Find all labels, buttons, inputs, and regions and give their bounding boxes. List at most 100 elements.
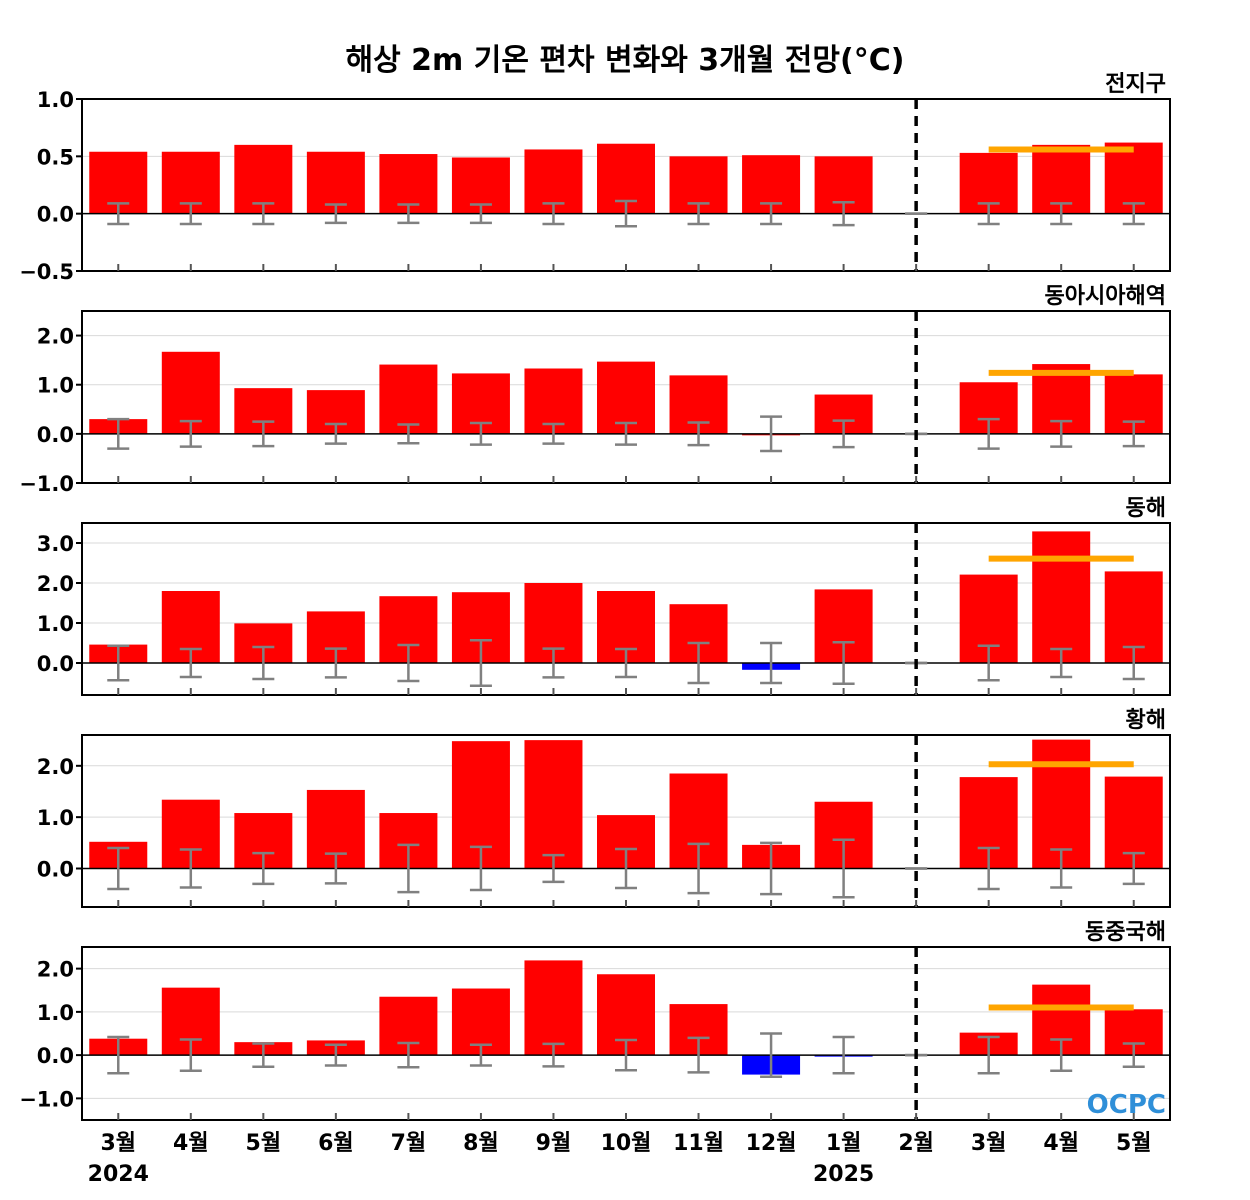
error-bar-3 [252, 1042, 275, 1069]
error-bar-3 [252, 851, 275, 886]
chart-title: 해상 2m 기온 편차 변화와 3개월 전망(°C) [346, 43, 905, 78]
month-label: 1월 [826, 1131, 862, 1156]
error-bar-15 [1122, 1042, 1145, 1069]
error-bar-8 [615, 647, 637, 679]
month-label: 2월 [898, 1131, 934, 1156]
error-bar-2 [179, 848, 202, 889]
error-bar-9 [687, 641, 710, 685]
error-bar-4 [324, 203, 347, 225]
error-bar-1 [107, 202, 130, 226]
error-bar-4 [324, 422, 347, 445]
y-tick-label: 3.0 [37, 532, 74, 556]
panel-label: 동아시아해역 [1045, 284, 1166, 309]
x-axis-labels: 3월 4월 5월 6월 7월 8월 9월 10월 11월 12월 1월 2월 3월 4월 5월 2024 202… [88, 1131, 1152, 1187]
error-bar-15 [1122, 645, 1145, 681]
month-label: 5월 [1116, 1131, 1152, 1156]
error-bar-11 [832, 419, 855, 449]
panel-label: 동중국해 [1085, 920, 1166, 945]
error-bar-7 [542, 202, 565, 226]
month-label: 12월 [746, 1131, 797, 1156]
month-label: 7월 [391, 1131, 427, 1156]
error-bar-15 [1122, 420, 1145, 448]
y-tick-label: 0.0 [37, 203, 74, 227]
error-bar-3 [252, 420, 275, 448]
error-bar-4 [324, 852, 347, 885]
y-tick-label: −1.0 [19, 472, 74, 496]
error-bar-11 [832, 1035, 855, 1075]
year-label: 2024 [88, 1162, 149, 1187]
error-bar-13 [977, 202, 1000, 226]
error-bar-11 [832, 838, 855, 899]
panel-2: −1.0 0.0 1.0 2.0 동아시아해역 [19, 284, 1171, 496]
error-bar-7 [542, 422, 565, 445]
error-bar-15 [1122, 202, 1145, 226]
error-bar-8 [615, 421, 637, 446]
y-tick-label: 0.5 [37, 145, 74, 169]
y-tick-label: 2.0 [37, 572, 74, 596]
bar-14 [1032, 739, 1091, 869]
y-tick-label: 1.0 [37, 1001, 74, 1025]
error-bar-1 [107, 644, 130, 682]
error-bar-6 [469, 1043, 492, 1067]
y-tick-label: 1.0 [37, 374, 74, 398]
panel-3: 0.0 1.0 2.0 3.0 동해 [37, 496, 1171, 696]
month-label: 3월 [100, 1131, 136, 1156]
y-tick-label: 2.0 [37, 958, 74, 982]
error-bar-2 [179, 419, 202, 448]
error-bar-14 [1050, 848, 1073, 889]
error-bar-13 [977, 846, 1000, 891]
error-bar-13 [977, 1035, 1000, 1075]
error-bar-6 [469, 845, 492, 892]
month-label: 4월 [173, 1131, 209, 1156]
error-bar-2 [179, 647, 202, 679]
y-tick-label: 0.0 [37, 652, 74, 676]
panel-5: −1.0 0.0 1.0 2.0 동중국해 [19, 920, 1171, 1121]
error-bar-7 [542, 647, 565, 679]
error-bar-3 [252, 202, 275, 226]
error-bar-8 [615, 199, 637, 228]
panels-group: −0.5 0.0 0.5 1.0 전지구 −1.0 0.0 1.0 2.0 동아시아해역 0.0 1.… [19, 72, 1171, 1121]
error-bar-10 [760, 641, 783, 685]
error-bar-7 [542, 853, 565, 884]
error-bar-15 [1122, 851, 1145, 886]
error-bar-9 [687, 421, 710, 447]
panel-label: 동해 [1126, 496, 1166, 521]
month-label: 11월 [673, 1131, 724, 1156]
error-bar-6 [469, 203, 492, 225]
bar-14 [1032, 531, 1091, 663]
error-bar-9 [687, 842, 710, 895]
panel-label: 황해 [1126, 708, 1166, 733]
y-tick-label: 1.0 [37, 88, 74, 112]
error-bar-5 [397, 643, 420, 683]
error-bar-13 [977, 417, 1000, 450]
month-label: 8월 [463, 1131, 499, 1156]
error-bar-10 [760, 841, 783, 896]
month-label: 3월 [971, 1131, 1007, 1156]
month-label: 6월 [318, 1131, 354, 1156]
error-bar-8 [615, 847, 637, 890]
y-tick-label: 1.0 [37, 612, 74, 636]
panel-1: −0.5 0.0 0.5 1.0 전지구 [19, 72, 1171, 284]
error-bar-14 [1050, 202, 1073, 226]
error-bar-5 [397, 203, 420, 225]
error-bar-10 [760, 202, 783, 226]
error-bar-5 [397, 423, 420, 445]
bar-7 [524, 960, 583, 1056]
bar-15 [1104, 142, 1163, 214]
error-bar-8 [615, 1038, 637, 1072]
error-bar-13 [977, 644, 1000, 682]
error-bar-4 [324, 647, 347, 679]
error-bar-14 [1050, 1038, 1073, 1072]
error-bar-7 [542, 1042, 565, 1068]
error-bar-14 [1050, 419, 1073, 448]
bar-5 [379, 364, 438, 434]
month-label: 10월 [601, 1131, 652, 1156]
y-tick-label: 2.0 [37, 325, 74, 349]
month-label: 9월 [536, 1131, 572, 1156]
bar-7 [524, 740, 583, 869]
error-bar-6 [469, 638, 492, 688]
error-bar-5 [397, 843, 420, 894]
error-bar-10 [760, 415, 783, 453]
error-bar-4 [324, 1043, 347, 1067]
